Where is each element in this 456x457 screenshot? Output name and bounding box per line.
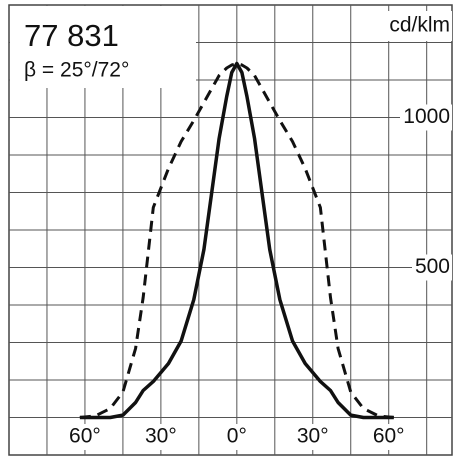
y-tick-label-bg: [412, 254, 452, 281]
y-tick-label: 500: [415, 255, 450, 278]
x-tick-label-bg: [66, 424, 104, 450]
x-tick-label: 0°: [227, 425, 247, 448]
x-tick-label-bg: [223, 424, 250, 450]
x-tick-label-bg: [294, 424, 332, 450]
curve: [79, 62, 394, 419]
x-tick-label: 60°: [373, 425, 405, 448]
y-tick-label: 1000: [403, 105, 450, 128]
title-bg: [10, 6, 196, 88]
subtitle: β = 25°/72°: [24, 59, 129, 82]
x-tick-label: 30°: [145, 425, 177, 448]
y-tick-label-bg: [400, 104, 452, 131]
x-tick-label: 30°: [297, 425, 329, 448]
x-tick-label-bg: [142, 424, 180, 450]
curve: [79, 61, 394, 420]
x-tick-label: 60°: [69, 425, 101, 448]
x-tick-label-bg: [370, 424, 408, 450]
y-unit: cd/klm: [389, 14, 450, 37]
title: 77 831: [24, 18, 119, 53]
y-unit-bg: [356, 11, 452, 41]
